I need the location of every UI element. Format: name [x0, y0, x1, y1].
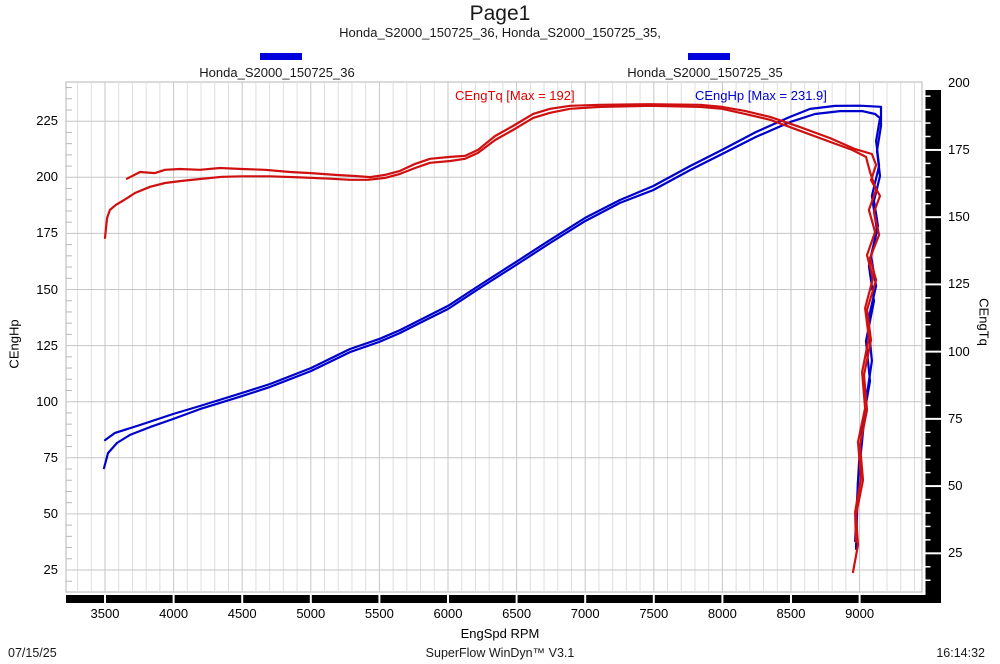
plot-frame — [65, 81, 923, 593]
page-subtitle: Honda_S2000_150725_36, Honda_S2000_15072… — [339, 25, 661, 40]
curve-honda_s2000_150725_36-cengtq — [125, 103, 882, 574]
x-axis-bar — [66, 595, 941, 603]
left-axis-tick-100: 100 — [36, 393, 58, 409]
right-axis-tick-75: 75 — [948, 410, 963, 426]
page-title: Page1 — [469, 2, 531, 25]
x-axis-tick-5000: 5000 — [296, 606, 326, 621]
x-axis-tick-6000: 6000 — [433, 606, 463, 621]
right-axis-tick-25: 25 — [948, 545, 963, 561]
legend-swatch-run-35 — [688, 53, 730, 60]
x-axis-tick-7500: 7500 — [639, 606, 669, 621]
left-axis-tick-200: 200 — [36, 169, 58, 185]
footer-app-name: SuperFlow WinDyn™ V3.1 — [425, 646, 575, 660]
x-axis-title: EngSpd RPM — [460, 626, 540, 641]
x-axis-tick-5500: 5500 — [364, 606, 394, 621]
right-axis-tick-200: 200 — [948, 74, 970, 90]
left-axis-tick-150: 150 — [36, 281, 58, 297]
left-axis-tick-125: 125 — [36, 337, 58, 353]
x-axis-tick-7000: 7000 — [570, 606, 600, 621]
horsepower-max-annotation: CEngHp [Max = 231.9] — [695, 88, 827, 103]
legend-label-run-36[interactable]: Honda_S2000_150725_36 — [199, 65, 355, 80]
right-axis-tick-175: 175 — [948, 141, 970, 157]
x-axis-tick-6500: 6500 — [502, 606, 532, 621]
left-axis-tick-25: 25 — [43, 562, 58, 577]
right-axis-tick-150: 150 — [948, 209, 970, 225]
footer-date: 07/15/25 — [8, 646, 57, 660]
right-axis-tick-50: 50 — [948, 478, 963, 494]
footer-time: 16:14:32 — [936, 646, 985, 660]
right-axis-tick-125: 125 — [948, 276, 970, 292]
right-axis-title: CEngTq — [976, 298, 992, 346]
x-axis-tick-8000: 8000 — [707, 606, 737, 621]
x-axis-tick-4000: 4000 — [159, 606, 189, 621]
right-axis-bar — [925, 90, 941, 595]
legend-swatch-run-36 — [260, 53, 302, 60]
left-axis-tick-175: 175 — [36, 225, 58, 241]
legend-label-run-35[interactable]: Honda_S2000_150725_35 — [627, 65, 783, 80]
x-axis-tick-3500: 3500 — [90, 606, 120, 621]
curve-honda_s2000_150725_35-cengtq — [103, 104, 878, 544]
x-axis-tick-8500: 8500 — [776, 606, 806, 621]
left-axis-tick-50: 50 — [43, 505, 58, 521]
x-axis-tick-4500: 4500 — [227, 606, 257, 621]
curve-honda_s2000_150725_35-cenghp — [102, 109, 882, 543]
torque-max-annotation: CEngTq [Max = 192] — [455, 88, 575, 103]
left-axis-tick-225: 225 — [36, 113, 58, 129]
right-axis-tick-100: 100 — [948, 343, 970, 359]
x-axis-tick-9000: 9000 — [845, 606, 875, 621]
left-axis-tick-75: 75 — [43, 449, 58, 465]
